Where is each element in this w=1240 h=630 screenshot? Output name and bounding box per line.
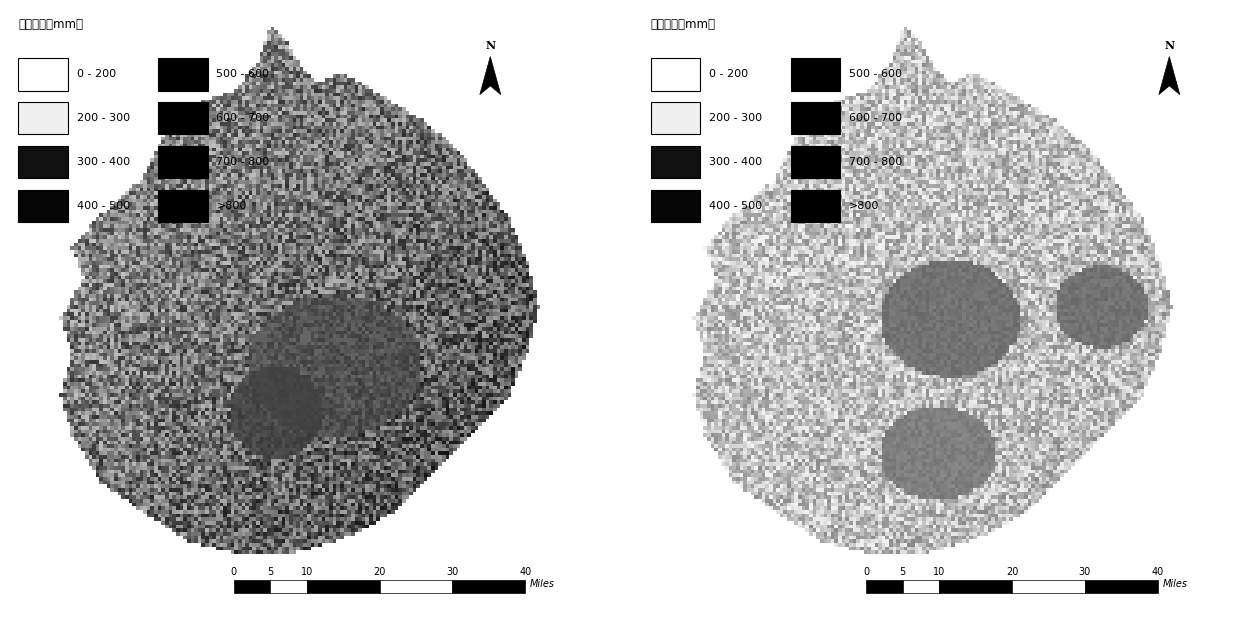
Text: 400 - 500: 400 - 500 [77,201,130,211]
Polygon shape [480,57,501,94]
Bar [19,59,68,91]
Bar [791,190,839,222]
Bar [270,580,306,593]
Text: 30: 30 [446,567,459,577]
Bar [791,59,839,91]
Text: N: N [1164,40,1174,50]
Text: 300 - 400: 300 - 400 [709,158,763,168]
Text: 600 - 700: 600 - 700 [848,113,901,123]
Text: 5: 5 [899,567,905,577]
Bar [791,146,839,178]
Bar [159,190,207,222]
Bar [651,102,701,134]
Text: 10: 10 [300,567,312,577]
Bar [903,580,939,593]
Text: 0 - 200: 0 - 200 [709,69,748,79]
Bar [791,102,839,134]
Text: 5: 5 [267,567,273,577]
Text: 0 - 200: 0 - 200 [77,69,115,79]
Text: 20: 20 [373,567,386,577]
Bar [159,102,207,134]
Bar [19,190,68,222]
Text: 0: 0 [863,567,869,577]
Text: 0: 0 [231,567,237,577]
Text: 30: 30 [1079,567,1091,577]
Text: 20: 20 [1006,567,1018,577]
Text: 300 - 400: 300 - 400 [77,158,130,168]
Text: 200 - 300: 200 - 300 [709,113,763,123]
Bar [19,146,68,178]
Text: N: N [485,40,495,50]
Bar [1085,580,1158,593]
Text: 700 - 800: 700 - 800 [216,158,269,168]
Bar [234,580,270,593]
Text: 40: 40 [1152,567,1164,577]
Bar [453,580,526,593]
Polygon shape [1159,57,1179,94]
Bar [651,190,701,222]
Text: 200 - 300: 200 - 300 [77,113,130,123]
Text: 40: 40 [520,567,532,577]
Text: >800: >800 [216,201,247,211]
Bar [379,580,453,593]
Bar [1012,580,1085,593]
Text: Miles: Miles [1162,579,1188,589]
Bar [306,580,379,593]
Text: 年蔣散发（mm）: 年蔣散发（mm） [19,18,83,32]
Bar [651,59,701,91]
Bar [939,580,1012,593]
Text: 600 - 700: 600 - 700 [216,113,269,123]
Bar [867,580,903,593]
Text: >800: >800 [848,201,879,211]
Text: 10: 10 [932,567,945,577]
Text: 年蔣散发（mm）: 年蔣散发（mm） [651,18,715,32]
Text: 400 - 500: 400 - 500 [709,201,763,211]
Bar [159,146,207,178]
Text: 500 - 600: 500 - 600 [216,69,269,79]
Text: Miles: Miles [529,579,556,589]
Text: 500 - 600: 500 - 600 [848,69,901,79]
Text: 700 - 800: 700 - 800 [848,158,901,168]
Bar [19,102,68,134]
Bar [159,59,207,91]
Bar [651,146,701,178]
